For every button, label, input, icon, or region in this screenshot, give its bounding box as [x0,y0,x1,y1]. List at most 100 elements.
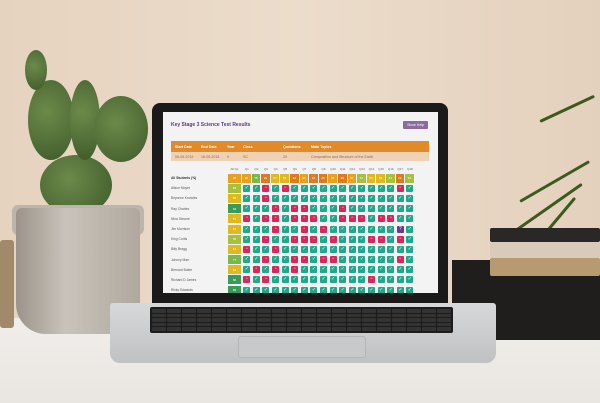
check-icon[interactable]: ✓ [358,266,366,274]
cross-icon[interactable]: ▫ [262,184,270,192]
cross-icon[interactable]: ▫ [339,215,347,223]
check-icon[interactable]: ✓ [320,184,328,192]
check-icon[interactable]: ✓ [272,286,280,293]
check-icon[interactable]: ✓ [377,245,385,253]
check-icon[interactable]: ✓ [368,286,376,293]
check-icon[interactable]: ✓ [329,225,337,233]
check-icon[interactable]: ✓ [396,245,404,253]
question-icon[interactable]: ? [396,225,404,233]
check-icon[interactable]: ✓ [406,286,414,293]
check-icon[interactable]: ✓ [329,245,337,253]
check-icon[interactable]: ✓ [310,184,318,192]
check-icon[interactable]: ✓ [339,184,347,192]
check-icon[interactable]: ✓ [310,245,318,253]
student-row[interactable]: Billy Bragg 54 ▫ ✓ ✓ ▫ ✓ ✓ ✓ ✓ ✓ ✓ ✓ ✓ ✓ ✓ ✓ ✓ ✓ ✓ [171,244,433,254]
cross-icon[interactable]: ▫ [339,205,347,213]
cross-icon[interactable]: ▫ [262,276,270,284]
check-icon[interactable]: ✓ [252,286,260,293]
check-icon[interactable]: ✓ [329,205,337,213]
cross-icon[interactable]: ▫ [300,225,308,233]
cross-icon[interactable]: ▫ [300,235,308,243]
check-icon[interactable]: ✓ [329,276,337,284]
check-icon[interactable]: ✓ [358,235,366,243]
check-icon[interactable]: ✓ [300,194,308,202]
check-icon[interactable]: ✓ [320,215,328,223]
check-icon[interactable]: ✓ [272,256,280,264]
check-icon[interactable]: ✓ [387,266,395,274]
student-row[interactable]: Bernard Butler 54 ✓ ▫ ✓ ▫ ✓ ▫ ✓ ✓ ✓ ✓ ✓ ✓ ✓ ✓ ✓ ✓ ✓ ✓ [171,265,433,275]
check-icon[interactable]: ✓ [281,215,289,223]
check-icon[interactable]: ✓ [396,266,404,274]
cross-icon[interactable]: ▫ [243,215,251,223]
check-icon[interactable]: ✓ [348,276,356,284]
check-icon[interactable]: ✓ [252,276,260,284]
cross-icon[interactable]: ▫ [368,276,376,284]
check-icon[interactable]: ✓ [406,215,414,223]
check-icon[interactable]: ✓ [368,194,376,202]
check-icon[interactable]: ✓ [339,235,347,243]
check-icon[interactable]: ✓ [358,225,366,233]
check-icon[interactable]: ✓ [406,276,414,284]
check-icon[interactable]: ✓ [358,245,366,253]
check-icon[interactable]: ✓ [262,225,270,233]
check-icon[interactable]: ✓ [310,276,318,284]
check-icon[interactable]: ✓ [252,205,260,213]
check-icon[interactable]: ✓ [281,225,289,233]
check-icon[interactable]: ✓ [339,194,347,202]
cross-icon[interactable]: ▫ [329,256,337,264]
check-icon[interactable]: ✓ [320,266,328,274]
check-icon[interactable]: ✓ [291,286,299,293]
student-row[interactable]: Richard D James 86 ▫ ✓ ▫ ✓ ✓ ✓ ✓ ✓ ✓ ✓ ✓ ✓ ✓ ▫ ✓ ✓ ✓ ✓ [171,275,433,285]
check-icon[interactable]: ✓ [387,194,395,202]
check-icon[interactable]: ✓ [272,184,280,192]
cross-icon[interactable]: ▫ [396,235,404,243]
cross-icon[interactable]: ▫ [387,215,395,223]
check-icon[interactable]: ✓ [310,256,318,264]
student-row[interactable]: Beyonce Knowles 55 ✓ ✓ ▫ ✓ ✓ ✓ ✓ ✓ ✓ ✓ ✓ ✓ ✓ ✓ ✓ ✓ ✓ ✓ [171,193,433,203]
check-icon[interactable]: ✓ [377,205,385,213]
cross-icon[interactable]: ▫ [243,245,251,253]
check-icon[interactable]: ✓ [348,286,356,293]
check-icon[interactable]: ✓ [406,256,414,264]
check-icon[interactable]: ✓ [396,215,404,223]
check-icon[interactable]: ✓ [387,225,395,233]
check-icon[interactable]: ✓ [406,225,414,233]
cross-icon[interactable]: ▫ [272,205,280,213]
cross-icon[interactable]: ▫ [272,215,280,223]
student-row[interactable]: Jim Morrison 51 ✓ ✓ ✓ ▫ ✓ ✓ ▫ ✓ ▫ ✓ ✓ ✓ ✓ ✓ ✓ ✓? ✓ [171,224,433,234]
check-icon[interactable]: ✓ [368,184,376,192]
cross-icon[interactable]: ▫ [272,266,280,274]
check-icon[interactable]: ✓ [262,286,270,293]
check-icon[interactable]: ✓ [406,245,414,253]
check-icon[interactable]: ✓ [281,235,289,243]
cross-icon[interactable]: ▫ [291,235,299,243]
check-icon[interactable]: ✓ [358,286,366,293]
cross-icon[interactable]: ▫ [291,215,299,223]
cross-icon[interactable]: ▫ [300,215,308,223]
check-icon[interactable]: ✓ [300,184,308,192]
check-icon[interactable]: ✓ [406,205,414,213]
check-icon[interactable]: ✓ [387,256,395,264]
check-icon[interactable]: ✓ [281,276,289,284]
check-icon[interactable]: ✓ [252,184,260,192]
check-icon[interactable]: ✓ [310,205,318,213]
cross-icon[interactable]: ▫ [291,205,299,213]
check-icon[interactable]: ✓ [320,235,328,243]
check-icon[interactable]: ✓ [252,225,260,233]
check-icon[interactable]: ✓ [377,276,385,284]
check-icon[interactable]: ✓ [339,286,347,293]
check-icon[interactable]: ✓ [329,266,337,274]
cross-icon[interactable]: ▫ [272,225,280,233]
check-icon[interactable]: ✓ [396,276,404,284]
check-icon[interactable]: ✓ [320,194,328,202]
check-icon[interactable]: ✓ [252,245,260,253]
cross-icon[interactable]: ▫ [272,245,280,253]
check-icon[interactable]: ✓ [300,245,308,253]
check-icon[interactable]: ✓ [320,205,328,213]
cross-icon[interactable]: ▫ [291,266,299,274]
check-icon[interactable]: ✓ [387,276,395,284]
check-icon[interactable]: ✓ [377,286,385,293]
check-icon[interactable]: ✓ [243,225,251,233]
check-icon[interactable]: ✓ [262,266,270,274]
check-icon[interactable]: ✓ [329,194,337,202]
